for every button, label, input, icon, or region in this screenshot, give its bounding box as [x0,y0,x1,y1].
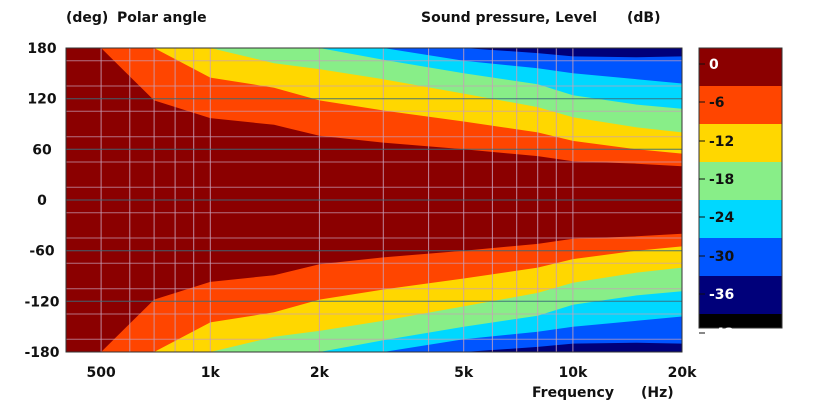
y-tick-label: 60 [32,142,52,158]
x-axis-title: Frequency [532,385,614,401]
plot-frame [65,47,683,353]
colorbar-label: -36 [709,287,734,303]
colorbar-label: -6 [709,95,725,111]
x-tick-label: 2k [310,365,330,381]
colorbar-swatch [699,86,782,124]
x-tick-label: 20k [668,365,697,381]
axis-ticks: 180 120 60 0 -60 -120 -180 500 1k 2k 5k 10k 20k [24,41,697,381]
colorbar-label: -42 [709,326,734,342]
y-tick-label: 120 [27,92,56,108]
chart-title: Sound pressure, Level [421,10,598,26]
y-tick-label: -180 [24,345,59,361]
x-axis-unit: (Hz) [641,385,674,401]
y-axis-title: Polar angle [117,10,207,26]
y-tick-label: -60 [29,244,55,260]
y-tick-label: -120 [24,294,59,310]
colorbar-frame [698,47,783,329]
colorbar-swatch [699,314,782,328]
colorbar-label: -24 [709,210,735,226]
y-tick-label: 0 [37,193,47,209]
colorbar-swatch [699,238,782,276]
colorbar-label: -18 [709,172,734,188]
chart-title-unit: (dB) [627,10,661,26]
colorbar-label: -30 [709,249,735,265]
y-axis-unit: (deg) [66,10,109,26]
colorbar: 0 -6 -12 -18 -24 -30 -36 -42 [698,47,783,342]
x-tick-label: 1k [201,365,221,381]
x-tick-label: 5k [454,365,474,381]
colorbar-label: 0 [709,57,719,73]
colorbar-swatch [699,124,782,162]
grid-lines [66,48,682,352]
colorbar-label: -12 [709,134,734,150]
colorbar-swatch [699,162,782,200]
colorbar-swatch [699,276,782,314]
colorbar-swatch [699,48,782,86]
x-tick-label: 500 [86,365,115,381]
y-tick-label: 180 [27,41,56,57]
x-tick-label: 10k [559,365,588,381]
colorbar-swatch [699,200,782,238]
